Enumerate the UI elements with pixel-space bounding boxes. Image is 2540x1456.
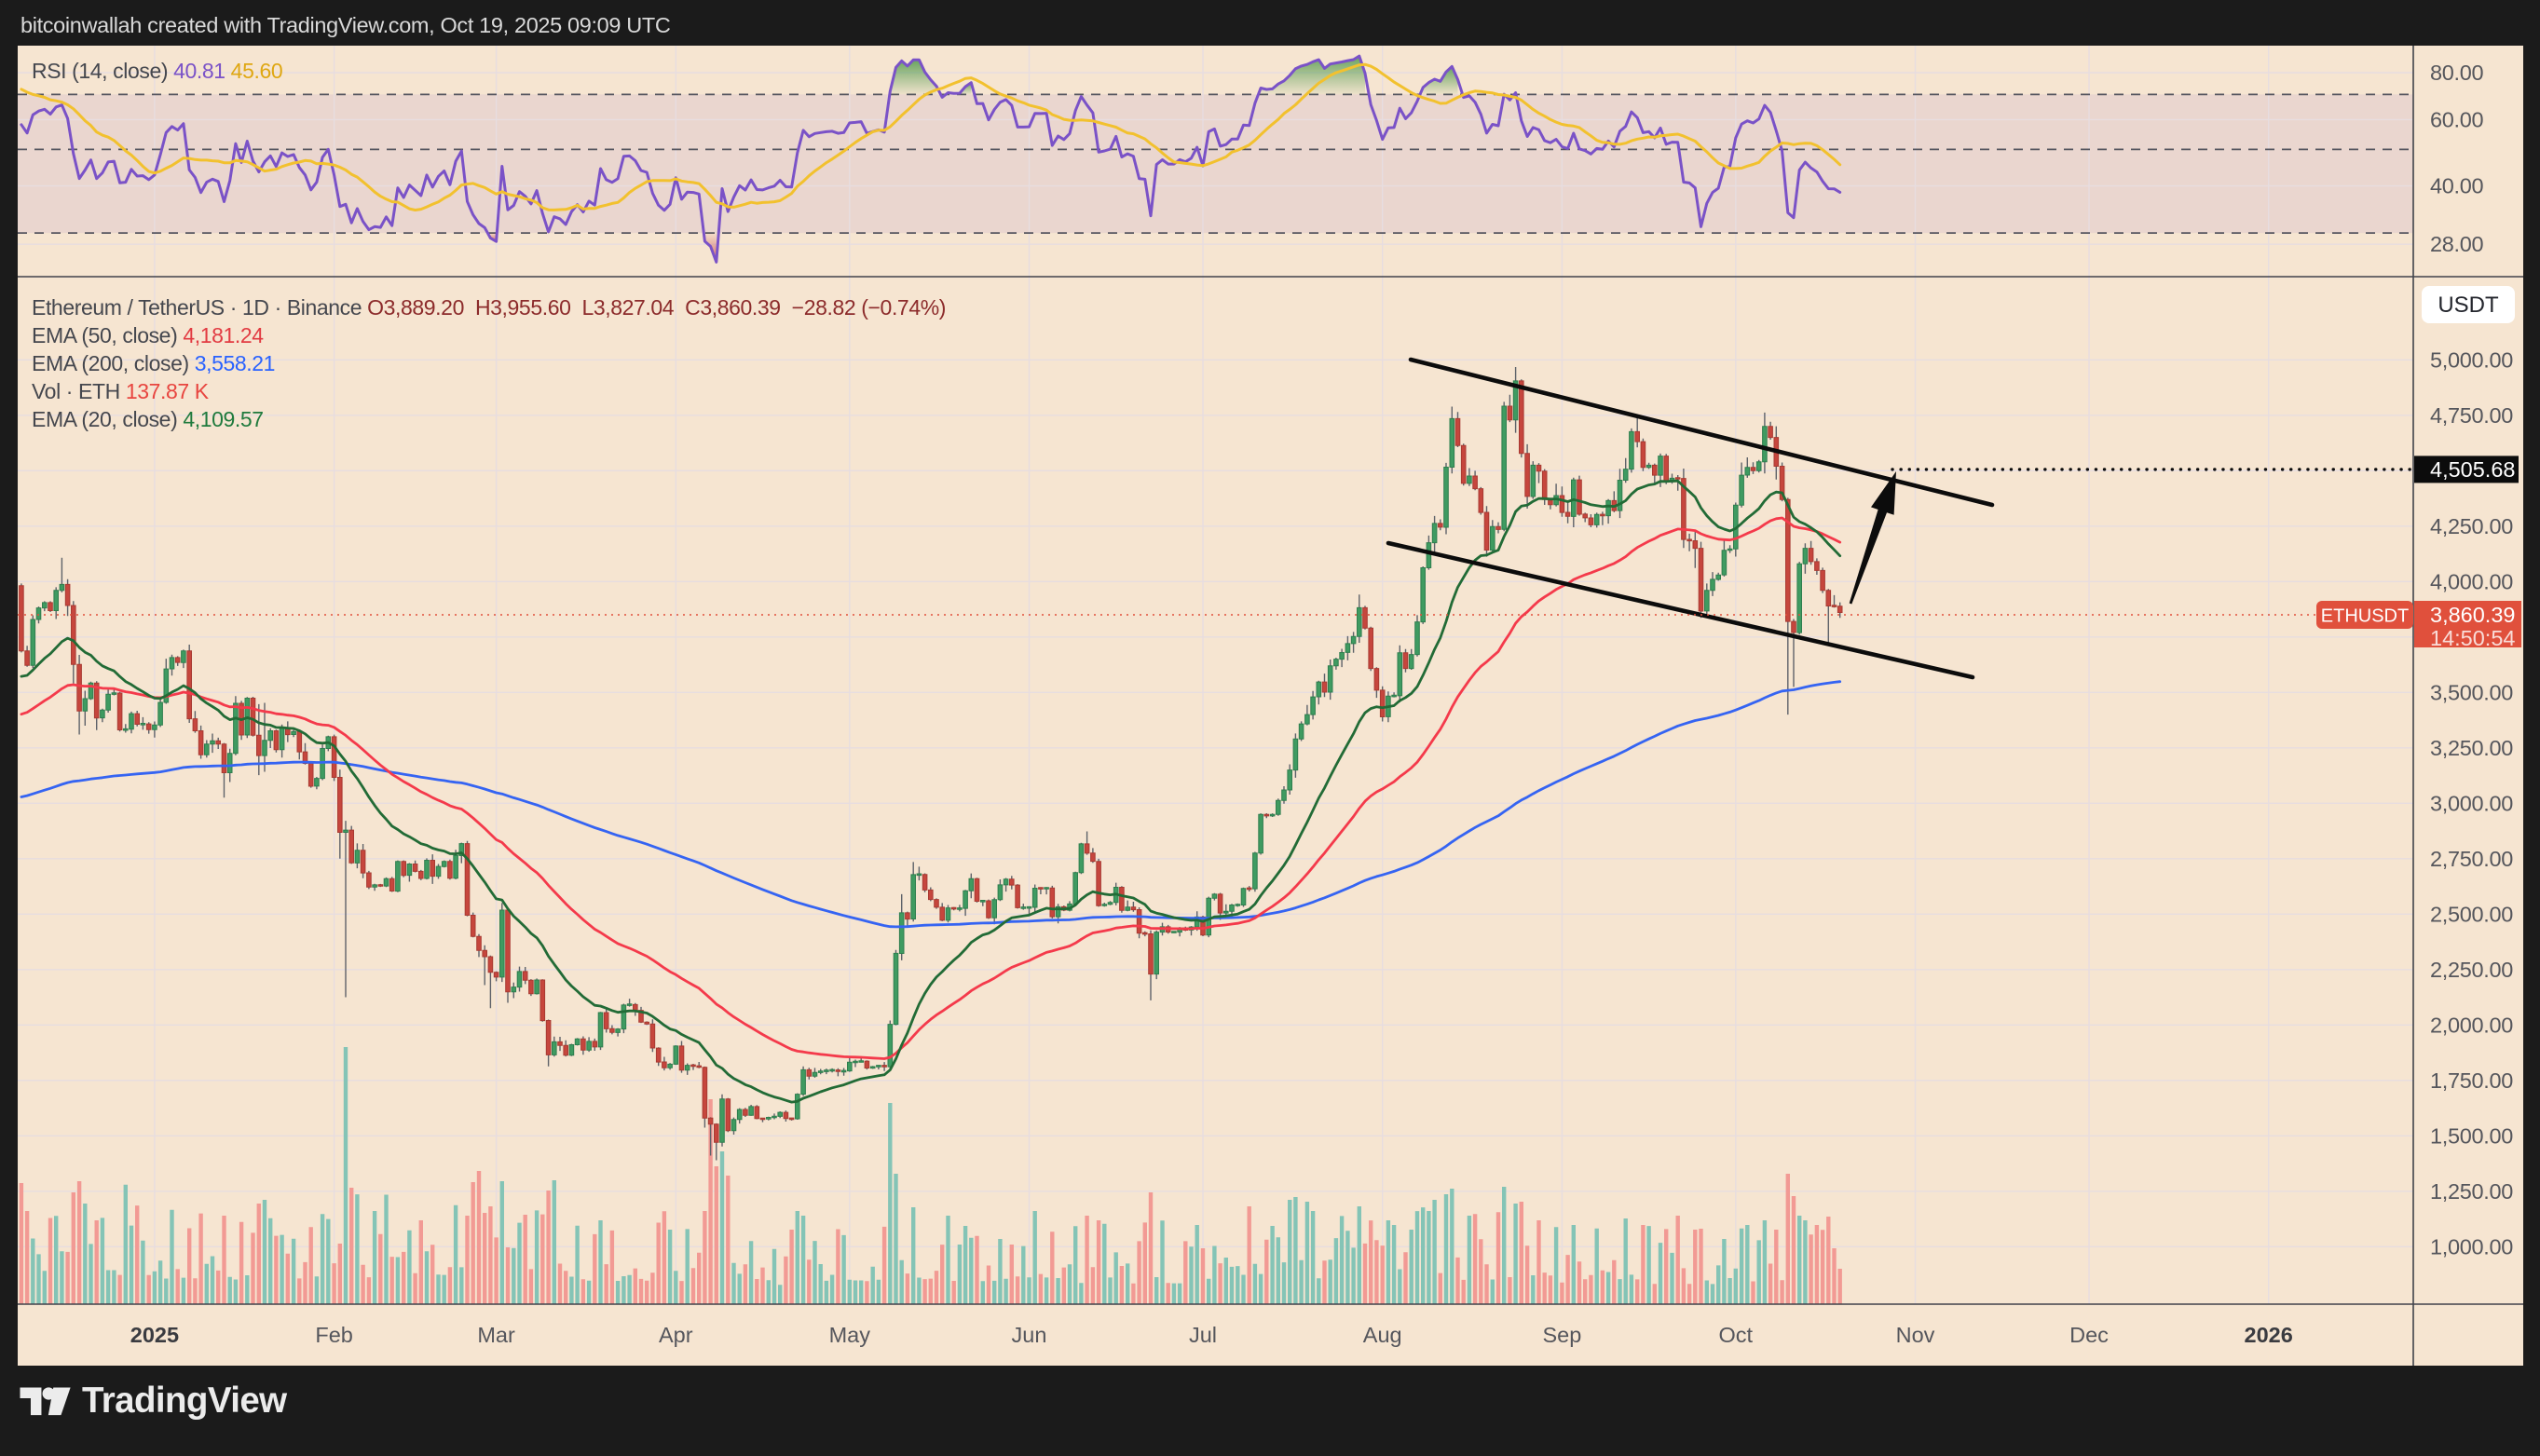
svg-text:Ethereum / TetherUS · 1D · Bin: Ethereum / TetherUS · 1D · Binance O3,88…: [32, 295, 946, 320]
svg-text:3,250.00: 3,250.00: [2430, 736, 2513, 760]
svg-text:2,000.00: 2,000.00: [2430, 1013, 2513, 1037]
svg-text:TradingView: TradingView: [82, 1381, 288, 1421]
svg-text:EMA (50, close) 4,181.24: EMA (50, close) 4,181.24: [32, 323, 264, 347]
svg-text:28.00: 28.00: [2430, 232, 2484, 256]
svg-text:Jul: Jul: [1189, 1323, 1217, 1347]
svg-text:1,500.00: 1,500.00: [2430, 1123, 2513, 1148]
svg-text:ETHUSDT: ETHUSDT: [2321, 606, 2409, 627]
svg-text:5,000.00: 5,000.00: [2430, 347, 2513, 372]
svg-text:Jun: Jun: [1012, 1323, 1047, 1347]
svg-text:3,860.39: 3,860.39: [2430, 603, 2515, 627]
svg-text:40.00: 40.00: [2430, 174, 2484, 198]
svg-text:60.00: 60.00: [2430, 107, 2484, 131]
svg-text:4,000.00: 4,000.00: [2430, 569, 2513, 593]
svg-text:Dec: Dec: [2069, 1323, 2109, 1347]
svg-text:EMA (20, close) 4,109.57: EMA (20, close) 4,109.57: [32, 407, 264, 431]
svg-text:3,500.00: 3,500.00: [2430, 680, 2513, 704]
svg-text:Sep: Sep: [1542, 1323, 1581, 1347]
svg-text:USDT: USDT: [2438, 293, 2499, 318]
svg-text:2026: 2026: [2245, 1323, 2293, 1347]
svg-text:Apr: Apr: [659, 1323, 693, 1347]
svg-text:May: May: [829, 1323, 871, 1347]
svg-text:RSI (14, close) 40.81 45.60: RSI (14, close) 40.81 45.60: [32, 59, 282, 83]
svg-text:Feb: Feb: [315, 1323, 353, 1347]
svg-text:1,750.00: 1,750.00: [2430, 1068, 2513, 1093]
svg-text:EMA (200, close) 3,558.21: EMA (200, close) 3,558.21: [32, 351, 275, 375]
svg-text:80.00: 80.00: [2430, 61, 2484, 85]
svg-text:4,250.00: 4,250.00: [2430, 514, 2513, 538]
svg-text:3,000.00: 3,000.00: [2430, 791, 2513, 815]
svg-text:2,250.00: 2,250.00: [2430, 958, 2513, 982]
svg-text:4,505.68: 4,505.68: [2430, 457, 2515, 482]
svg-text:Oct: Oct: [1719, 1323, 1754, 1347]
svg-text:2025: 2025: [130, 1323, 179, 1347]
svg-text:Mar: Mar: [477, 1323, 515, 1347]
svg-text:Vol · ETH 137.87 K: Vol · ETH 137.87 K: [32, 379, 210, 403]
svg-text:1,250.00: 1,250.00: [2430, 1179, 2513, 1204]
svg-text:2,750.00: 2,750.00: [2430, 847, 2513, 871]
svg-text:1,000.00: 1,000.00: [2430, 1234, 2513, 1259]
svg-text:2,500.00: 2,500.00: [2430, 902, 2513, 926]
svg-text:bitcoinwallah created with Tra: bitcoinwallah created with TradingView.c…: [20, 13, 671, 37]
svg-text:Aug: Aug: [1363, 1323, 1402, 1347]
svg-text:Nov: Nov: [1896, 1323, 1935, 1347]
svg-text:14:50:54: 14:50:54: [2430, 626, 2515, 650]
svg-text:4,750.00: 4,750.00: [2430, 403, 2513, 428]
